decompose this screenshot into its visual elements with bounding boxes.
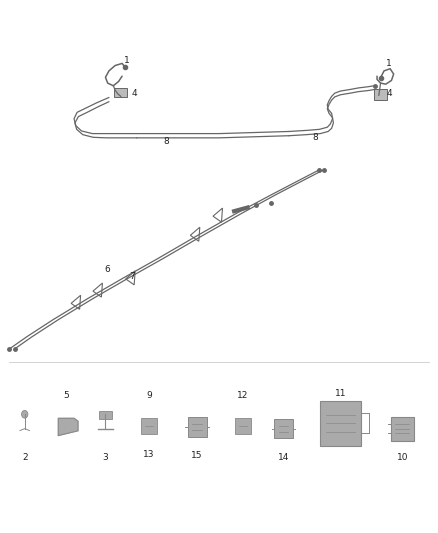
- Text: 1: 1: [124, 56, 129, 64]
- Text: 12: 12: [237, 391, 249, 400]
- Bar: [99, 411, 112, 419]
- Bar: [114, 88, 127, 98]
- Text: 1: 1: [385, 59, 391, 68]
- Bar: [374, 90, 387, 100]
- Text: 9: 9: [146, 391, 152, 400]
- Polygon shape: [58, 418, 78, 435]
- Text: 2: 2: [22, 453, 28, 462]
- Text: 6: 6: [105, 265, 110, 273]
- Bar: [235, 418, 251, 434]
- Text: 5: 5: [64, 391, 69, 400]
- Bar: [391, 417, 414, 441]
- Text: 4: 4: [132, 89, 137, 98]
- Text: 8: 8: [164, 137, 170, 146]
- Bar: [274, 419, 293, 438]
- Bar: [188, 417, 207, 437]
- Text: 8: 8: [312, 133, 318, 142]
- Text: 14: 14: [278, 453, 290, 462]
- Text: 4: 4: [386, 89, 392, 98]
- Text: 3: 3: [102, 453, 108, 462]
- Text: 11: 11: [335, 389, 346, 398]
- Text: 13: 13: [143, 450, 155, 459]
- Text: 7: 7: [129, 272, 134, 280]
- Circle shape: [21, 410, 28, 418]
- Bar: [141, 418, 157, 434]
- Text: 15: 15: [191, 451, 203, 460]
- Bar: [320, 401, 361, 446]
- Text: 10: 10: [397, 453, 408, 462]
